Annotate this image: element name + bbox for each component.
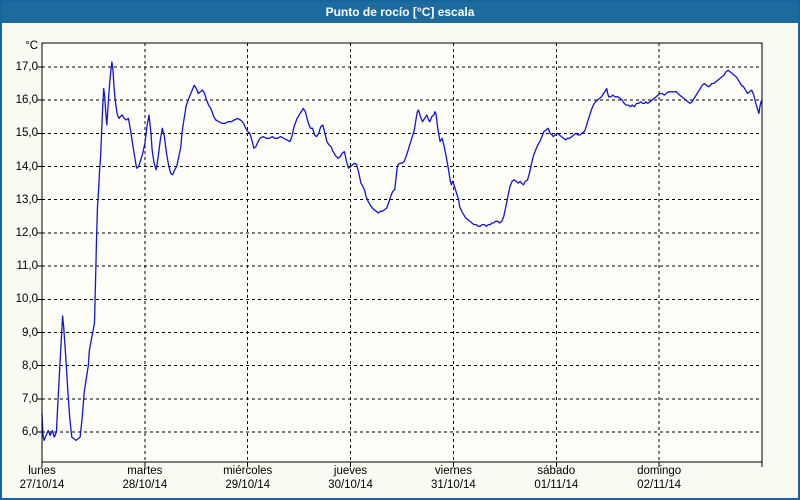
chart-title: Punto de rocío [°C] escala — [325, 5, 475, 19]
y-tick-label: 16,0 — [15, 94, 38, 107]
plot-canvas — [37, 42, 763, 467]
day-date: 27/10/14 — [19, 479, 65, 491]
x-day-label: viernes 31/10/14 — [431, 465, 476, 491]
day-name: domingo — [637, 465, 682, 477]
dew-point-series-line — [41, 61, 763, 442]
y-tick-label: 7,0 — [22, 392, 38, 405]
day-date: 28/10/14 — [122, 479, 168, 491]
y-tick-label: 8,0 — [22, 359, 38, 372]
y-tick-label: 11,0 — [16, 260, 38, 273]
day-date: 31/10/14 — [431, 479, 476, 491]
y-axis-unit-label: °C — [25, 40, 38, 52]
chart-title-bar: Punto de rocío [°C] escala — [2, 2, 798, 23]
y-tick-label: 6,0 — [22, 426, 38, 439]
y-tick-label: 10,0 — [15, 293, 38, 306]
day-name: lunes — [28, 465, 56, 477]
x-day-label: lunes 27/10/14 — [20, 465, 65, 491]
y-tick-label: 12,0 — [15, 226, 38, 239]
x-day-label: miércoles 29/10/14 — [223, 465, 272, 491]
day-date: 02/11/14 — [637, 479, 682, 491]
y-tick-label: 17,0 — [15, 60, 38, 73]
x-day-label: sábado 01/11/14 — [534, 465, 578, 491]
y-tick-label: 14,0 — [15, 160, 38, 173]
x-day-label: domingo 02/11/14 — [637, 465, 681, 491]
day-date: 01/11/14 — [534, 479, 579, 491]
day-name: martes — [127, 465, 163, 477]
x-day-label: martes 28/10/14 — [122, 465, 167, 491]
x-day-label: jueves 30/10/14 — [328, 465, 373, 491]
dew-point-line-chart — [37, 42, 763, 467]
plot-border — [41, 42, 763, 463]
day-name: jueves — [333, 465, 368, 477]
y-tick-label: 9,0 — [22, 326, 38, 339]
day-name: miércoles — [223, 465, 273, 477]
day-date: 30/10/14 — [328, 479, 373, 491]
y-tick-label: 13,0 — [15, 193, 38, 206]
day-name: viernes — [434, 465, 472, 477]
y-axis-labels: °C 17,0 16,0 15,0 14,0 13,0 12,0 11,0 10,0 9,0 8,… — [2, 2, 38, 498]
day-date: 29/10/14 — [225, 479, 271, 491]
day-name: sábado — [537, 465, 576, 477]
y-tick-label: 15,0 — [15, 127, 38, 140]
